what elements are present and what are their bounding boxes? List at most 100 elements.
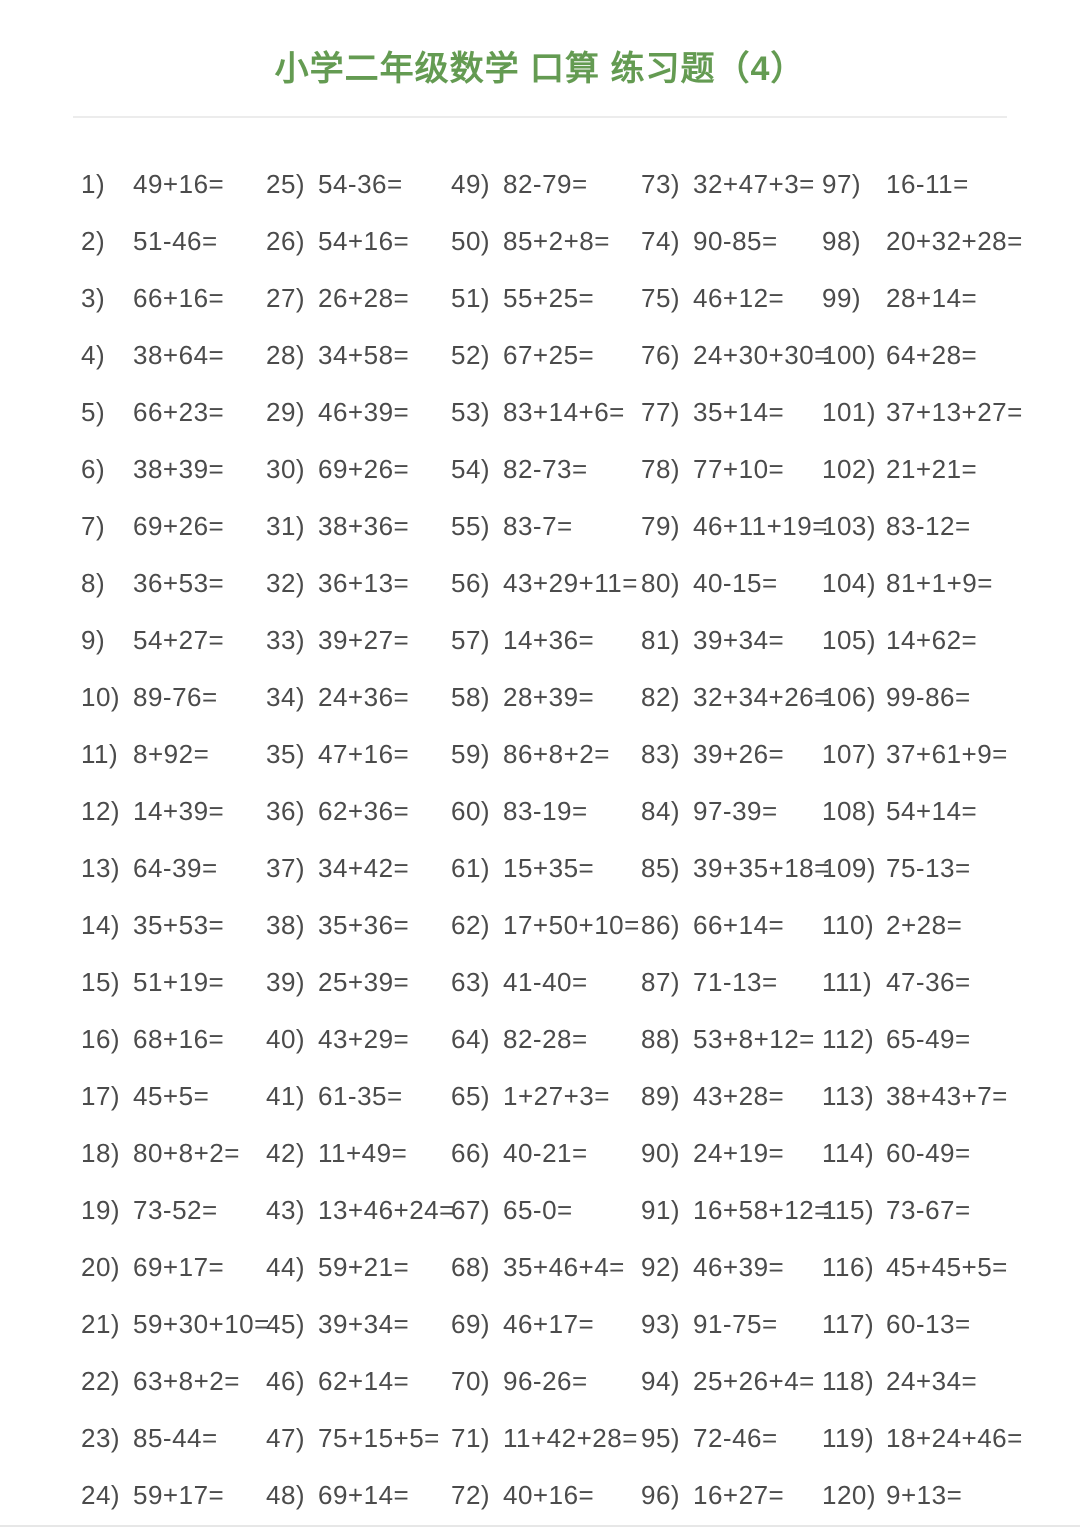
problem-expression: 24+34= [886,1366,978,1396]
problem-expression: 46+12= [693,283,785,313]
problem-expression: 14+36= [503,625,595,655]
problem-cell: 14) 35+53= [81,911,266,939]
problem-number: 1) [81,169,106,199]
problem-cell: 116) 45+45+5= [822,1253,1040,1281]
problem-cell: 52) 67+25= [451,341,641,369]
problem-expression: 46+39= [693,1252,785,1282]
problem-cell: 97) 16-11= [822,170,1040,198]
problem-expression: 35+36= [318,910,410,940]
problem-number: 88) [641,1024,681,1054]
problem-cell: 21) 59+30+10= [81,1310,269,1338]
problem-expression: 64+28= [886,340,978,370]
problem-cell: 90) 24+19= [641,1139,822,1167]
problem-number: 65) [451,1081,491,1111]
problem-number: 10) [81,682,121,712]
problem-expression: 45+5= [133,1081,210,1111]
problem-number: 115) [822,1195,875,1225]
problem-number: 43) [266,1195,306,1225]
problem-cell: 17) 45+5= [81,1082,266,1110]
problem-expression: 35+53= [133,910,225,940]
problem-number: 40) [266,1024,306,1054]
problem-expression: 17+50+10= [503,910,640,940]
problem-cell: 43) 13+46+24= [266,1195,454,1225]
problem-number: 6) [81,454,106,484]
problem-cell: 24) 59+17= [81,1481,266,1509]
problem-expression: 16+27= [693,1480,785,1510]
problem-expression: 20+32+28= [886,226,1023,256]
problem-expression: 60-13= [886,1309,971,1339]
problem-number: 2) [81,226,106,256]
problem-number: 41) [266,1081,306,1111]
problem-cell: 45) 39+34= [266,1310,451,1338]
problem-number: 16) [81,1024,121,1054]
problem-cell: 112) 65-49= [822,1025,1040,1053]
problem-expression: 81+1+9= [886,568,993,598]
problem-number: 95) [641,1423,681,1453]
problem-cell: 74) 90-85= [641,227,822,255]
problem-expression: 39+27= [318,625,410,655]
problem-number: 26) [266,226,306,256]
problem-cell: 4) 38+64= [81,341,266,369]
problem-number: 106) [822,682,877,712]
problem-cell: 1) 49+16= [81,170,266,198]
problem-cell: 114) 60-49= [822,1139,1040,1167]
problem-cell: 27) 26+28= [266,284,451,312]
problem-expression: 37+13+27= [886,397,1023,427]
problem-cell: 30) 69+26= [266,455,451,483]
problem-expression: 83-12= [886,511,971,541]
problem-number: 100) [822,340,877,370]
problem-expression: 77+10= [693,454,785,484]
problem-number: 81) [641,625,681,655]
problem-cell: 78) 77+10= [641,455,822,483]
problem-expression: 34+58= [318,340,410,370]
problem-expression: 16-11= [886,169,969,199]
problem-cell: 105) 14+62= [822,626,1040,654]
problem-expression: 73-52= [133,1195,218,1225]
problem-cell: 89) 43+28= [641,1082,822,1110]
problem-number: 61) [451,853,491,883]
problem-expression: 11+49= [318,1138,408,1168]
problem-cell: 117) 60-13= [822,1310,1040,1338]
problem-expression: 97-39= [693,796,778,826]
problem-expression: 53+8+12= [693,1024,815,1054]
problem-cell: 80) 40-15= [641,569,822,597]
problem-expression: 83-19= [503,796,588,826]
problem-number: 67) [451,1195,491,1225]
problem-number: 33) [266,625,306,655]
problem-cell: 55) 83-7= [451,512,641,540]
problem-expression: 60-49= [886,1138,971,1168]
problem-number: 89) [641,1081,681,1111]
problem-number: 119) [822,1423,875,1453]
problem-expression: 85+2+8= [503,226,610,256]
problem-cell: 13) 64-39= [81,854,266,882]
problem-expression: 39+34= [318,1309,410,1339]
problem-number: 87) [641,967,681,997]
problem-number: 4) [81,340,106,370]
problem-number: 105) [822,625,877,655]
problem-expression: 59+17= [133,1480,225,1510]
problem-number: 55) [451,511,491,541]
problem-number: 15) [81,967,121,997]
problem-number: 47) [266,1423,306,1453]
problem-cell: 60) 83-19= [451,797,641,825]
problem-expression: 39+26= [693,739,785,769]
problem-expression: 54+16= [318,226,410,256]
problem-cell: 36) 62+36= [266,797,451,825]
problem-expression: 24+36= [318,682,410,712]
problem-expression: 40-15= [693,568,778,598]
problem-expression: 62+14= [318,1366,410,1396]
problem-cell: 108) 54+14= [822,797,1040,825]
problem-cell: 33) 39+27= [266,626,451,654]
problem-number: 44) [266,1252,306,1282]
problem-number: 113) [822,1081,875,1111]
problem-cell: 111) 47-36= [822,968,1040,996]
problem-cell: 62) 17+50+10= [451,911,641,939]
problem-number: 94) [641,1366,681,1396]
problem-number: 48) [266,1480,306,1510]
problem-cell: 12) 14+39= [81,797,266,825]
problem-cell: 77) 35+14= [641,398,822,426]
problem-cell: 11) 8+92= [81,740,266,768]
problem-number: 99) [822,283,862,313]
problem-number: 45) [266,1309,306,1339]
problem-number: 63) [451,967,491,997]
